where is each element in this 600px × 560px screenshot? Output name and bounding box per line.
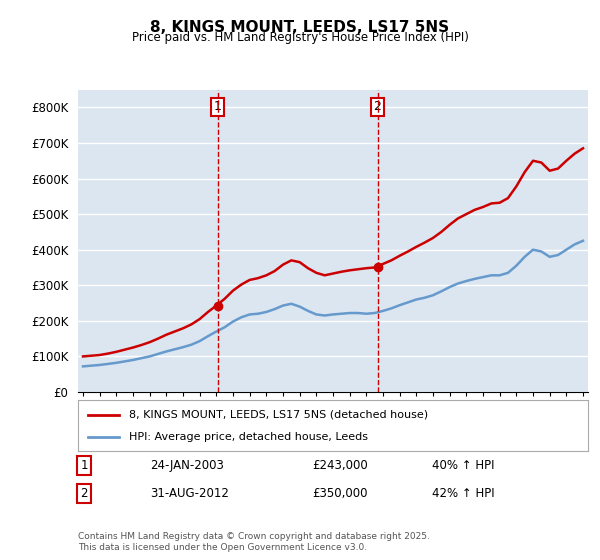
Text: 24-JAN-2003: 24-JAN-2003 xyxy=(150,459,224,472)
Text: 1: 1 xyxy=(80,459,88,472)
Text: HPI: Average price, detached house, Leeds: HPI: Average price, detached house, Leed… xyxy=(129,432,368,442)
Text: 8, KINGS MOUNT, LEEDS, LS17 5NS (detached house): 8, KINGS MOUNT, LEEDS, LS17 5NS (detache… xyxy=(129,409,428,419)
Text: 40% ↑ HPI: 40% ↑ HPI xyxy=(432,459,494,472)
Text: 42% ↑ HPI: 42% ↑ HPI xyxy=(432,487,494,500)
Text: 31-AUG-2012: 31-AUG-2012 xyxy=(150,487,229,500)
Text: £350,000: £350,000 xyxy=(312,487,367,500)
Text: Price paid vs. HM Land Registry's House Price Index (HPI): Price paid vs. HM Land Registry's House … xyxy=(131,31,469,44)
Text: 2: 2 xyxy=(374,100,382,113)
Text: Contains HM Land Registry data © Crown copyright and database right 2025.
This d: Contains HM Land Registry data © Crown c… xyxy=(78,532,430,552)
Text: 1: 1 xyxy=(214,100,221,113)
Text: 2: 2 xyxy=(80,487,88,500)
Text: 8, KINGS MOUNT, LEEDS, LS17 5NS: 8, KINGS MOUNT, LEEDS, LS17 5NS xyxy=(151,20,449,35)
Text: £243,000: £243,000 xyxy=(312,459,368,472)
